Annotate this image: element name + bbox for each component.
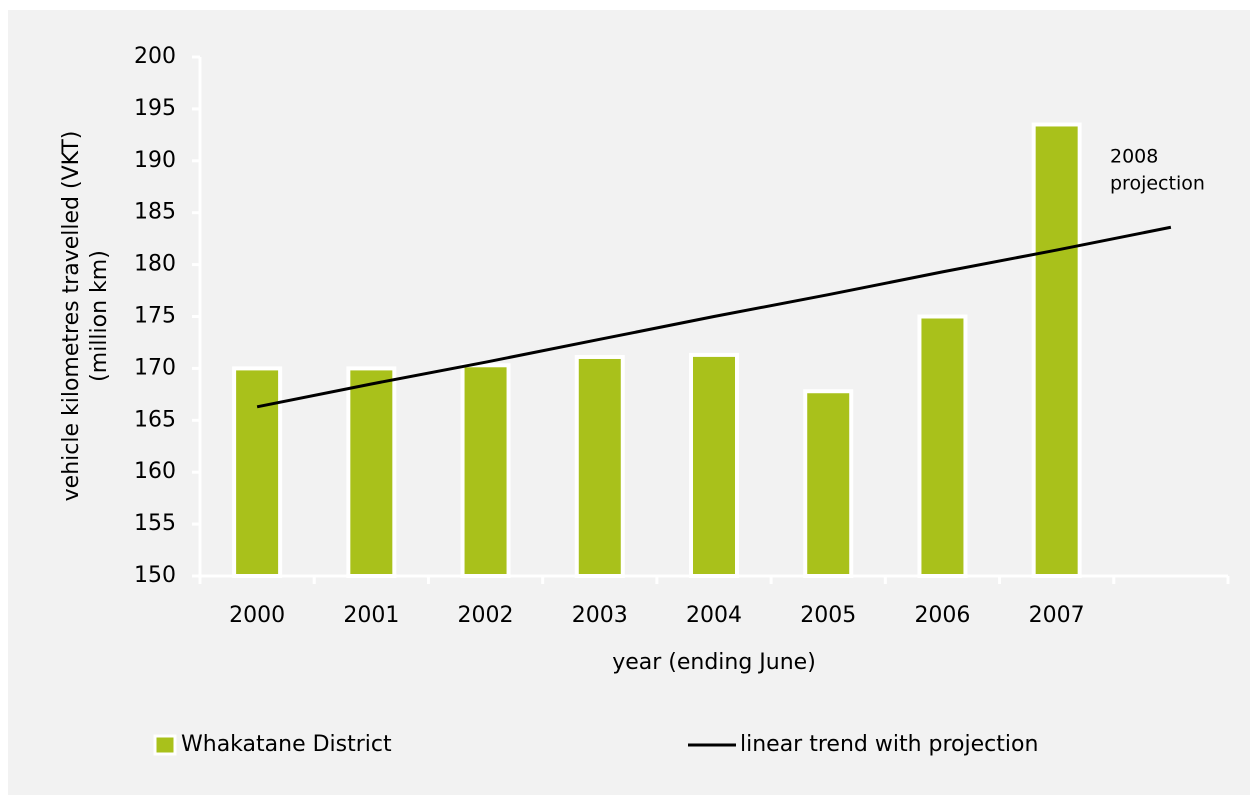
bar xyxy=(232,366,283,578)
bar xyxy=(1031,122,1082,578)
legend-swatch xyxy=(153,734,177,756)
bar xyxy=(574,354,625,578)
x-tick-label: 2002 xyxy=(458,603,514,628)
bar xyxy=(803,389,854,578)
annotation: 2008 xyxy=(1110,146,1158,168)
x-tick-label: 2005 xyxy=(800,603,856,628)
y-axis-label: vehicle kilometres travelled (VKT) xyxy=(59,131,84,502)
y-tick-label: 190 xyxy=(134,148,176,173)
y-tick-label: 165 xyxy=(134,407,176,432)
y-axis-label: (million km) xyxy=(87,250,112,382)
y-tick-label: 150 xyxy=(134,563,176,588)
trend-line xyxy=(256,225,1172,409)
bar xyxy=(917,314,968,578)
x-tick-label: 2001 xyxy=(343,603,399,628)
y-tick-label: 175 xyxy=(134,304,176,329)
y-tick-label: 170 xyxy=(134,355,176,380)
y-tick-label: 160 xyxy=(134,459,176,484)
x-tick-label: 2007 xyxy=(1029,603,1085,628)
annotation: projection xyxy=(1110,173,1205,195)
legend-label: Whakatane District xyxy=(181,732,392,757)
y-tick-label: 155 xyxy=(134,511,176,536)
bar xyxy=(346,366,397,578)
bar xyxy=(689,352,739,578)
bar xyxy=(460,363,511,579)
x-tick-label: 2004 xyxy=(686,603,742,628)
y-tick-label: 195 xyxy=(134,96,176,121)
y-tick-label: 200 xyxy=(134,44,176,69)
y-tick-label: 185 xyxy=(134,200,176,225)
x-tick-label: 2006 xyxy=(914,603,970,628)
x-tick-label: 2000 xyxy=(229,603,285,628)
x-tick-label: 2003 xyxy=(572,603,628,628)
y-tick-label: 180 xyxy=(134,252,176,277)
legend-label: linear trend with projection xyxy=(740,732,1038,757)
x-axis-label: year (ending June) xyxy=(612,650,816,675)
